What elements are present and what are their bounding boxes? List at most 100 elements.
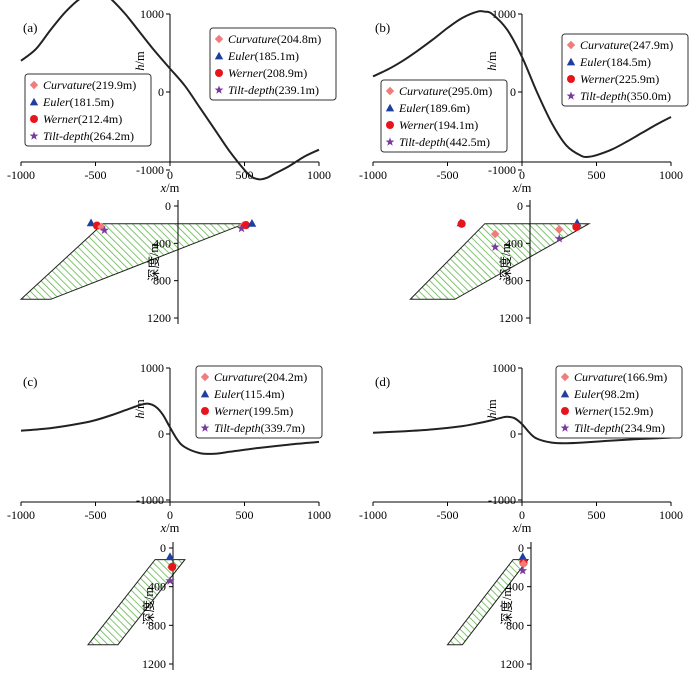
- estimate-werner: [572, 222, 581, 232]
- legend-value: (234.9m): [621, 421, 665, 435]
- estimate-tilt: [237, 223, 247, 233]
- depth-tick-label: 0: [165, 199, 171, 213]
- x-tick-label: 1000: [659, 508, 683, 522]
- legend-marker-werner: [201, 407, 209, 415]
- h-tick-label: 1000: [492, 7, 516, 21]
- legend-entry: Werner(225.9m): [580, 72, 659, 86]
- x-axis-label-unit: /m: [166, 521, 179, 535]
- depth-tick-label: 800: [153, 274, 171, 288]
- legend-value: (199.5m): [249, 404, 293, 418]
- legend-marker-werner: [567, 75, 575, 83]
- estimate-euler: [247, 218, 257, 227]
- legend-method: Euler: [573, 387, 601, 401]
- legend-value: (350.0m): [627, 89, 671, 103]
- legend-value: (225.9m): [615, 72, 659, 86]
- panel-label: (c): [23, 374, 37, 389]
- legend-entry: Werner(194.1m): [399, 118, 478, 132]
- legend: Curvature(204.8m) Euler(185.1m) Werner(208…: [209, 27, 337, 101]
- h-tick-label: 1000: [140, 361, 164, 375]
- legend-method: Curvature: [399, 84, 449, 98]
- legend-entry: Euler(189.6m): [398, 101, 470, 115]
- legend-value: (212.4m): [78, 112, 122, 126]
- depth-axis-label: 深度/m: [146, 243, 161, 281]
- h-tick-label: -1000: [488, 163, 516, 177]
- legend-value: (152.9m): [609, 404, 653, 418]
- x-axis-label: x/m: [160, 521, 180, 535]
- legend-method: Euler: [213, 387, 241, 401]
- h-axis-label: h/m: [133, 399, 147, 419]
- legend-marker-tilt: [200, 423, 210, 432]
- legend: Curvature(247.9m) Euler(184.5m) Werner(225…: [561, 33, 689, 107]
- panel-a: -1000 -500 0 500 100010000-1000x/mh/m(a)Curv…: [7, 0, 337, 325]
- x-tick-label: -500: [437, 168, 459, 182]
- profile-curve: [372, 415, 672, 445]
- estimate-werner: [457, 219, 466, 228]
- h-axis-label-var: h: [485, 64, 499, 70]
- x-axis-label: x/m: [160, 181, 180, 195]
- legend-method: Tilt-depth: [228, 83, 275, 97]
- h-axis-label-var: h: [133, 412, 147, 418]
- profile-curve: [20, 0, 320, 181]
- legend-value: (239.1m): [275, 83, 319, 97]
- legend-marker-curvature: [566, 40, 576, 50]
- legend-box: [195, 365, 323, 439]
- legend-method: Tilt-depth: [574, 421, 621, 435]
- legend-method: Tilt-depth: [214, 421, 261, 435]
- legend-box: [380, 79, 508, 153]
- legend-marker-curvature: [385, 86, 395, 96]
- legend-entry: Curvature(295.0m): [399, 84, 492, 98]
- legend-method: Werner: [43, 112, 78, 126]
- estimate-curvature: [519, 559, 528, 569]
- x-tick-label: -1000: [7, 508, 35, 522]
- legend-entry: Euler(98.2m): [573, 387, 639, 401]
- x-axis-label-unit: /m: [518, 181, 531, 195]
- legend-value: (189.6m): [426, 101, 470, 115]
- estimate-curvature: [554, 225, 564, 234]
- legend-method: Euler: [42, 95, 70, 109]
- legend-value: (247.9m): [629, 38, 673, 52]
- legend-entry: Euler(185.1m): [227, 49, 299, 63]
- legend-entry: Werner(152.9m): [574, 404, 653, 418]
- depth-tick-label: 0: [160, 541, 166, 555]
- estimate-curvature: [490, 229, 500, 239]
- h-axis-label-var: h: [133, 64, 147, 70]
- legend-marker-tilt: [385, 137, 395, 146]
- legend-value: (181.5m): [70, 95, 114, 109]
- legend-method: Tilt-depth: [43, 129, 90, 143]
- legend: Curvature(295.0m) Euler(189.6m) Werner(194…: [380, 79, 508, 153]
- estimate-tilt: [518, 565, 528, 575]
- legend-box: [209, 27, 337, 101]
- x-tick-label: 500: [236, 168, 254, 182]
- legend-marker-tilt: [29, 131, 39, 140]
- estimate-tilt: [490, 242, 500, 251]
- x-tick-label: -1000: [7, 168, 35, 182]
- legend-method: Werner: [214, 404, 249, 418]
- legend: Curvature(166.9m) Euler(98.2m) Werner(152.…: [555, 365, 683, 439]
- legend-value: (204.8m): [277, 32, 321, 46]
- depth-axis-label: 深度/m: [141, 587, 156, 625]
- legend-method: Curvature: [228, 32, 278, 46]
- x-tick-label: 0: [519, 508, 525, 522]
- profile-curve: [20, 402, 320, 455]
- legend-marker-euler: [560, 389, 570, 398]
- legend-marker-euler: [214, 51, 224, 60]
- legend-entry: Euler(181.5m): [42, 95, 114, 109]
- estimate-tilt: [554, 233, 564, 243]
- legend-entry: Curvature(166.9m): [574, 370, 667, 384]
- depth-axis-label: 深度/m: [499, 587, 514, 625]
- legend-marker-tilt: [214, 85, 224, 94]
- estimate-werner: [168, 562, 177, 571]
- legend-method: Curvature: [580, 38, 630, 52]
- legend-marker-curvature: [29, 80, 39, 90]
- h-tick-label: 0: [510, 427, 516, 441]
- legend-entry: Curvature(204.2m): [214, 370, 307, 384]
- x-tick-label: 1000: [307, 168, 331, 182]
- x-tick-label: 0: [167, 168, 173, 182]
- x-axis-label-var: x: [160, 181, 167, 195]
- x-axis-label-var: x: [512, 521, 519, 535]
- x-axis-label-var: x: [160, 521, 167, 535]
- x-tick-label: 500: [588, 168, 606, 182]
